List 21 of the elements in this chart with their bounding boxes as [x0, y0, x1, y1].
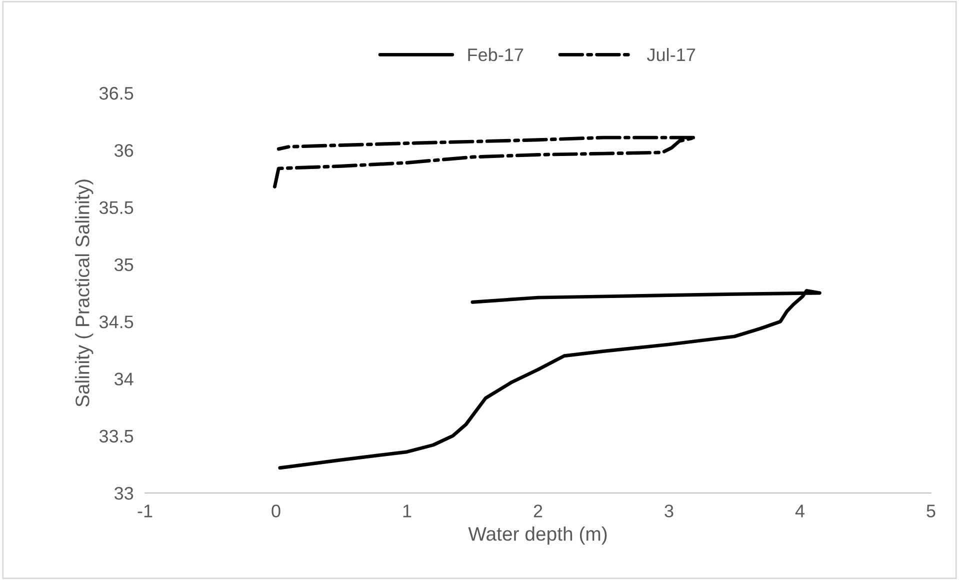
- y-tick-label: 33.5: [99, 430, 134, 443]
- legend-label: Feb-17: [468, 48, 524, 62]
- x-tick-label: 5: [926, 504, 936, 518]
- x-tick-label: 3: [664, 504, 674, 518]
- y-tick-label: 35: [114, 258, 134, 272]
- y-tick-label: 33: [114, 486, 134, 500]
- x-tick-label: -1: [138, 504, 152, 518]
- y-tick-label: 34: [114, 372, 134, 386]
- y-axis-title: Salinity ( Practical Salinity): [75, 180, 94, 407]
- y-tick-label: 34.5: [99, 316, 134, 328]
- y-tick-label: 35.5: [99, 201, 134, 214]
- x-tick-label: 1: [403, 504, 412, 518]
- x-tick-label: 2: [534, 504, 542, 518]
- x-axis-title: Water depth (m): [468, 526, 607, 545]
- y-tick-label: 36: [114, 144, 134, 157]
- line-series: [278, 288, 822, 470]
- line-series: [272, 136, 697, 188]
- y-tick-label: 36.5: [99, 86, 134, 100]
- legend-label: Jul-17: [647, 48, 696, 62]
- x-tick-label: 0: [272, 504, 280, 518]
- x-tick-label: 4: [795, 504, 804, 518]
